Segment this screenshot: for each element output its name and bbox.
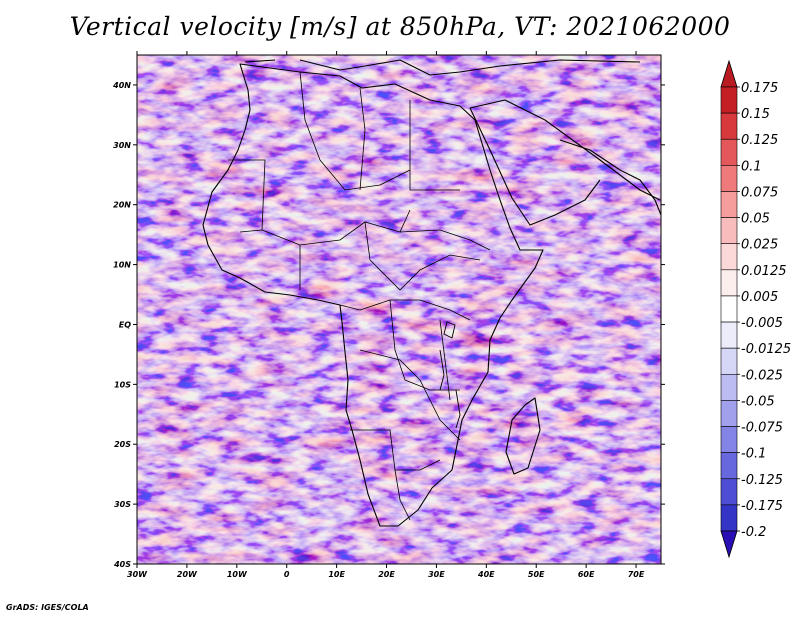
colorbar-label: 0.125 (741, 133, 778, 148)
colorbar-swatch (720, 347, 738, 375)
colorbar-bottom-arrow (720, 530, 738, 559)
country-borders (228, 71, 491, 521)
colorbar-label: 0.15 (741, 107, 770, 122)
colorbar-swatch (720, 295, 738, 323)
asia-coastline (559, 139, 661, 216)
longitude-axis: 30W 20W 10W 0 10E 20E 30E 40E 50E 60E 70E (127, 51, 645, 579)
colorbar-swatch (720, 426, 738, 453)
arabia-coastline (469, 99, 661, 226)
colorbar-swatch (720, 478, 738, 506)
colorbar-label: -0.0125 (741, 342, 791, 357)
colorbar-swatch (720, 217, 738, 245)
colorbar-label: -0.005 (741, 316, 783, 331)
colorbar-label: 0.1 (741, 159, 762, 174)
vertical-velocity-field (137, 55, 661, 564)
lat-tick-label: 40S (113, 560, 131, 569)
colorbar-swatch (720, 452, 738, 480)
colorbar: 0.175 0.15 0.125 0.1 0.075 0.05 0.025 0.0125 0.0… (720, 59, 791, 559)
lon-tick-label: 10W (227, 570, 248, 579)
lon-tick-label: 20E (378, 570, 395, 579)
colorbar-label: -0.075 (741, 421, 783, 436)
colorbar-swatch (720, 269, 738, 297)
colorbar-label: -0.05 (741, 394, 775, 409)
lon-tick-label: 30E (428, 570, 445, 579)
colorbar-label: 0.175 (741, 81, 778, 96)
colorbar-swatch (720, 321, 738, 349)
colorbar-label: 0.05 (741, 212, 770, 227)
colorbar-label: -0.2 (741, 525, 766, 540)
lon-tick-label: 40E (477, 570, 495, 579)
lon-tick-label: 10E (328, 570, 345, 579)
colorbar-swatch (720, 112, 738, 140)
grads-credit: GrADS: IGES/COLA (6, 603, 89, 612)
lon-tick-label: 30W (127, 570, 148, 579)
colorbar-label: -0.125 (741, 473, 783, 488)
colorbar-swatch (720, 504, 738, 532)
colorbar-swatch (720, 400, 738, 427)
colorbar-swatch (720, 138, 738, 166)
colorbar-label: 0.0125 (741, 264, 787, 279)
coastlines (202, 59, 661, 527)
colorbar-swatch (720, 373, 738, 401)
colorbar-label: -0.1 (741, 447, 766, 462)
europe-coastline (244, 59, 641, 76)
colorbar-label: 0.005 (741, 290, 778, 305)
lat-tick-label: 10N (113, 261, 131, 270)
lon-tick-label: 0 (284, 570, 290, 579)
latitude-axis: 40N 30N 20N 10N EQ 10S 20S 30S 40S (112, 81, 665, 569)
colorbar-swatch (720, 165, 738, 192)
lon-tick-label: 50E (528, 570, 545, 579)
colorbar-label: 0.025 (741, 238, 778, 253)
plot-frame (136, 54, 662, 565)
lat-tick-label: 20S (114, 440, 131, 449)
africa-coastline (202, 63, 544, 527)
lat-tick-label: 10S (114, 380, 131, 389)
colorbar-label: -0.175 (741, 499, 783, 514)
colorbar-label: 0.075 (741, 185, 778, 200)
lakes (439, 321, 461, 429)
lon-tick-label: 70E (628, 570, 645, 579)
map-title: Vertical velocity [m/s] at 850hPa, VT: 2… (69, 12, 731, 41)
colorbar-swatch (720, 243, 738, 271)
lat-tick-label: 20N (113, 201, 131, 210)
colorbar-swatch (720, 86, 738, 114)
lon-tick-label: 60E (578, 570, 595, 579)
lat-tick-label: 30S (114, 500, 131, 509)
lat-tick-label: 30N (113, 141, 131, 150)
lon-tick-label: 20W (177, 570, 198, 579)
colorbar-label: -0.025 (741, 368, 783, 383)
madagascar-coastline (505, 397, 541, 475)
colorbar-swatch (720, 191, 738, 218)
lat-tick-label: 40N (112, 81, 131, 90)
colorbar-top-arrow (720, 59, 738, 88)
lat-tick-label: EQ (119, 320, 131, 329)
